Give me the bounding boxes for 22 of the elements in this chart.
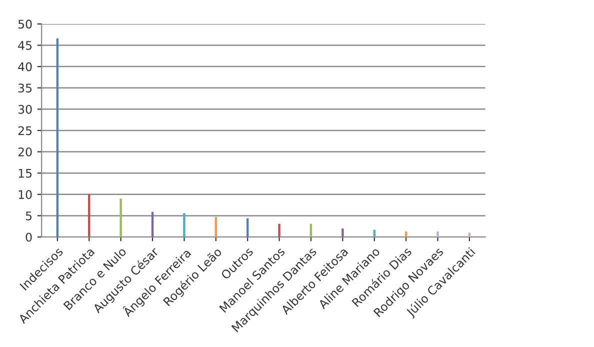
y-tick-label: 35	[18, 84, 32, 93]
bar	[56, 38, 59, 237]
bar	[436, 231, 439, 237]
y-tick-label: 40	[18, 62, 32, 72]
bar	[278, 224, 280, 237]
y-tick-label: 5	[26, 212, 32, 220]
bar	[214, 216, 218, 237]
y-tick-label: 15	[18, 168, 32, 178]
y-tick-label: 20	[18, 148, 32, 156]
bar	[342, 228, 344, 237]
bar	[404, 231, 408, 237]
bar	[468, 232, 471, 237]
y-tick-label: 25	[18, 126, 32, 136]
bar	[120, 198, 122, 237]
y-tick-label: 10	[18, 190, 32, 200]
y-tick-label: 0	[26, 232, 32, 242]
bar	[151, 212, 154, 237]
bar	[88, 194, 90, 237]
y-tick-label: 30	[18, 104, 32, 114]
y-tick-label: 50	[18, 20, 32, 29]
y-tick-label: 45	[18, 41, 32, 50]
bar	[183, 213, 186, 237]
